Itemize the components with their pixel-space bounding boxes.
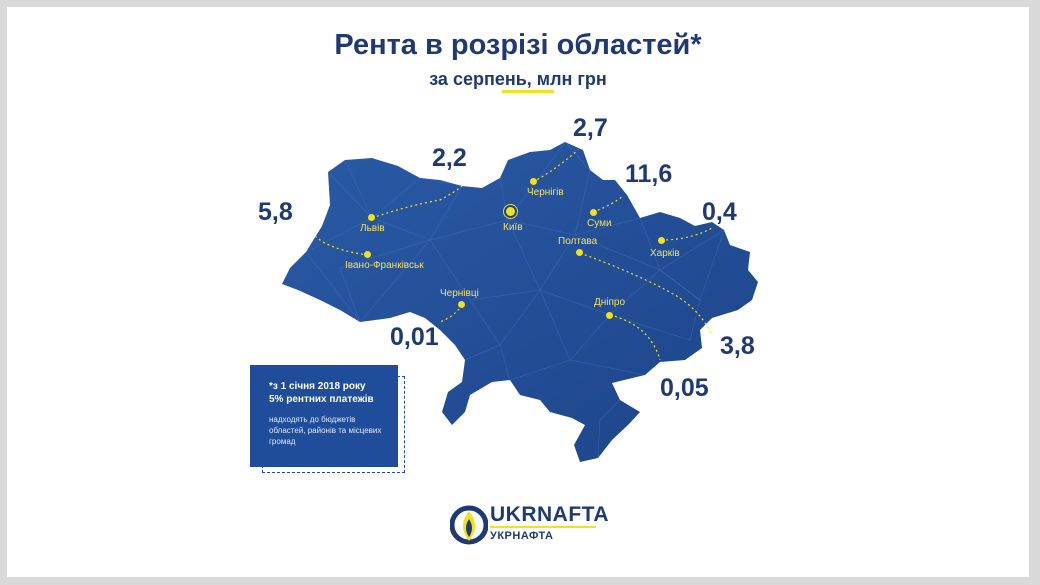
page-title: Рента в розрізі областей* <box>334 29 702 61</box>
value-chernivtsi: 0,01 <box>390 323 439 351</box>
value-poltava: 3,8 <box>720 332 755 360</box>
dot-marker-icon <box>576 249 583 256</box>
dot-marker-icon <box>368 214 375 221</box>
logo-underline <box>490 526 596 528</box>
value-dnipro: 0,05 <box>660 374 709 402</box>
value-ivano-frankivsk: 2,2 <box>432 144 467 172</box>
page-subtitle: за серпень, млн грн <box>429 69 607 89</box>
note-line1: *з 1 січня 2018 року <box>269 381 366 392</box>
map-shape <box>282 142 758 462</box>
note-line2: 5% рентних платежів <box>269 394 374 405</box>
value-kharkiv: 0,4 <box>702 198 737 226</box>
dot-marker-icon <box>606 312 613 319</box>
subtitle-underline <box>502 90 554 93</box>
city-label-chernivtsi: Чернівці <box>440 288 479 299</box>
city-label-kyiv: Київ <box>503 222 523 233</box>
map-facets <box>305 141 725 459</box>
dot-marker-icon <box>530 178 537 185</box>
value-sumy: 11,6 <box>625 160 673 188</box>
city-label-chernihiv: Чернігів <box>527 187 564 198</box>
capital-marker-icon <box>506 207 515 216</box>
dot-marker-icon <box>458 301 465 308</box>
city-label-poltava: Полтава <box>558 236 598 247</box>
city-label-kharkiv: Харків <box>650 248 680 259</box>
note-small-text: надходять до бюджетів областей, районів … <box>269 415 382 446</box>
ukrnafta-logo-icon <box>450 505 488 545</box>
city-label-ivano-frankivsk: Івано-Франківськ <box>345 260 424 271</box>
city-label-dnipro: Дніпро <box>594 297 626 308</box>
leader-lines <box>314 149 713 361</box>
city-label-sumy: Суми <box>587 218 612 229</box>
city-label-lviv: Львів <box>360 223 385 234</box>
value-chernihiv: 2,7 <box>573 114 608 142</box>
logo-wordmark: UKRNAFTA <box>490 503 610 526</box>
dot-marker-icon <box>658 237 665 244</box>
dot-marker-icon <box>590 209 597 216</box>
value-lviv: 5,8 <box>258 198 293 226</box>
note-box: *з 1 січня 2018 року 5% рентних платежів… <box>250 365 398 467</box>
dot-marker-icon <box>364 251 371 258</box>
logo-subtitle: УКРНАФТА <box>490 530 554 542</box>
